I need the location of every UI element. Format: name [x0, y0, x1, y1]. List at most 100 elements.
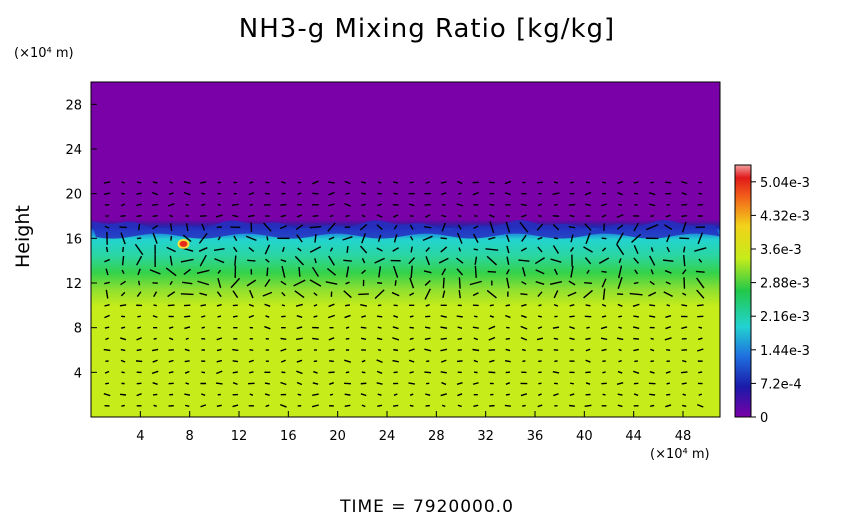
- wind-vector: [489, 304, 494, 307]
- wind-vector: [442, 290, 446, 298]
- colorbar: [734, 164, 752, 418]
- plot-frame: [90, 81, 721, 418]
- wind-vector: [298, 266, 301, 277]
- wind-vector: [329, 382, 334, 385]
- wind-vector: [409, 393, 414, 396]
- wind-vector: [153, 291, 158, 298]
- wind-vector: [536, 181, 543, 184]
- wind-vector: [215, 382, 223, 385]
- wind-vector: [569, 304, 575, 307]
- wind-vector: [568, 280, 576, 286]
- wind-vector: [648, 203, 656, 207]
- wind-vector: [170, 235, 173, 241]
- wind-vector: [618, 315, 622, 318]
- wind-vector: [505, 304, 511, 307]
- wind-vector: [569, 214, 575, 218]
- wind-vector: [666, 348, 671, 352]
- wind-vector: [377, 203, 383, 207]
- wind-vector: [521, 348, 526, 352]
- wind-vector: [314, 258, 317, 264]
- wind-vector: [631, 233, 642, 243]
- wind-vector: [119, 337, 127, 341]
- wind-vector: [552, 326, 560, 329]
- y-tick-label: 8: [74, 322, 82, 337]
- wind-vector: [617, 404, 623, 408]
- wind-vector: [169, 181, 174, 184]
- wind-vector: [663, 291, 673, 298]
- wind-vector: [391, 291, 400, 297]
- wind-vector: [617, 192, 624, 196]
- wind-vector: [152, 232, 158, 244]
- wind-vector: [423, 270, 432, 274]
- wind-vector: [488, 371, 496, 374]
- wind-vector: [213, 248, 225, 251]
- wind-vector: [522, 360, 526, 363]
- wind-vector: [167, 304, 175, 307]
- wind-vector: [681, 269, 687, 275]
- wind-vector: [552, 192, 560, 196]
- wind-vector: [618, 203, 623, 206]
- wind-vector: [104, 225, 110, 229]
- wind-vector: [153, 404, 157, 407]
- wind-vector: [457, 326, 463, 330]
- wind-vector: [505, 393, 510, 396]
- wind-vector: [505, 234, 510, 243]
- wind-vector: [633, 393, 639, 397]
- wind-vector: [393, 192, 398, 195]
- wind-vector: [506, 277, 510, 289]
- wind-vector: [104, 258, 110, 263]
- wind-vector: [424, 214, 431, 218]
- wind-vector: [216, 337, 223, 341]
- wind-vector: [264, 325, 271, 330]
- wind-vector: [600, 203, 608, 207]
- wind-vector: [166, 246, 176, 253]
- wind-vector: [601, 315, 607, 318]
- wind-vector: [345, 304, 351, 307]
- wind-vector: [554, 360, 558, 363]
- wind-vector: [665, 326, 672, 330]
- wind-vector: [649, 255, 656, 266]
- wind-vector: [137, 326, 142, 329]
- x-tick-label: 12: [231, 429, 248, 444]
- wind-vector: [553, 181, 559, 184]
- wind-vector: [633, 181, 639, 184]
- wind-vector: [409, 315, 414, 318]
- wind-vector: [537, 315, 542, 318]
- wind-vector: [360, 393, 367, 397]
- wind-vector: [103, 348, 111, 352]
- wind-vector: [376, 337, 383, 341]
- wind-vector: [295, 224, 304, 231]
- wind-vector: [343, 290, 352, 299]
- wind-vector: [361, 269, 366, 275]
- wind-vector: [246, 279, 257, 287]
- wind-vector: [149, 269, 161, 275]
- wind-vector: [232, 290, 239, 299]
- wind-vector: [569, 382, 575, 385]
- wind-vector: [457, 224, 462, 230]
- wind-vector: [666, 246, 670, 253]
- y-tick-label: 4: [74, 366, 82, 381]
- wind-vector: [296, 326, 303, 330]
- wind-vector: [281, 265, 286, 278]
- wind-vector: [552, 371, 560, 374]
- wind-vector: [489, 315, 495, 318]
- wind-vector: [537, 404, 543, 408]
- wind-vector: [618, 360, 622, 363]
- wind-vector: [280, 203, 287, 206]
- wind-vector: [650, 214, 655, 218]
- wind-vector: [665, 181, 672, 184]
- wind-vector: [392, 404, 399, 407]
- wind-vector: [266, 236, 269, 241]
- wind-vector: [280, 403, 287, 408]
- wind-vector: [601, 278, 607, 288]
- wind-vector: [698, 371, 703, 374]
- wind-vector: [376, 247, 383, 252]
- wind-vector: [489, 359, 495, 363]
- wind-vector: [377, 181, 382, 184]
- wind-vector: [520, 336, 528, 341]
- wind-vector: [474, 315, 478, 318]
- wind-vector: [519, 221, 529, 233]
- wind-vector: [585, 348, 591, 352]
- wind-vector: [505, 337, 511, 340]
